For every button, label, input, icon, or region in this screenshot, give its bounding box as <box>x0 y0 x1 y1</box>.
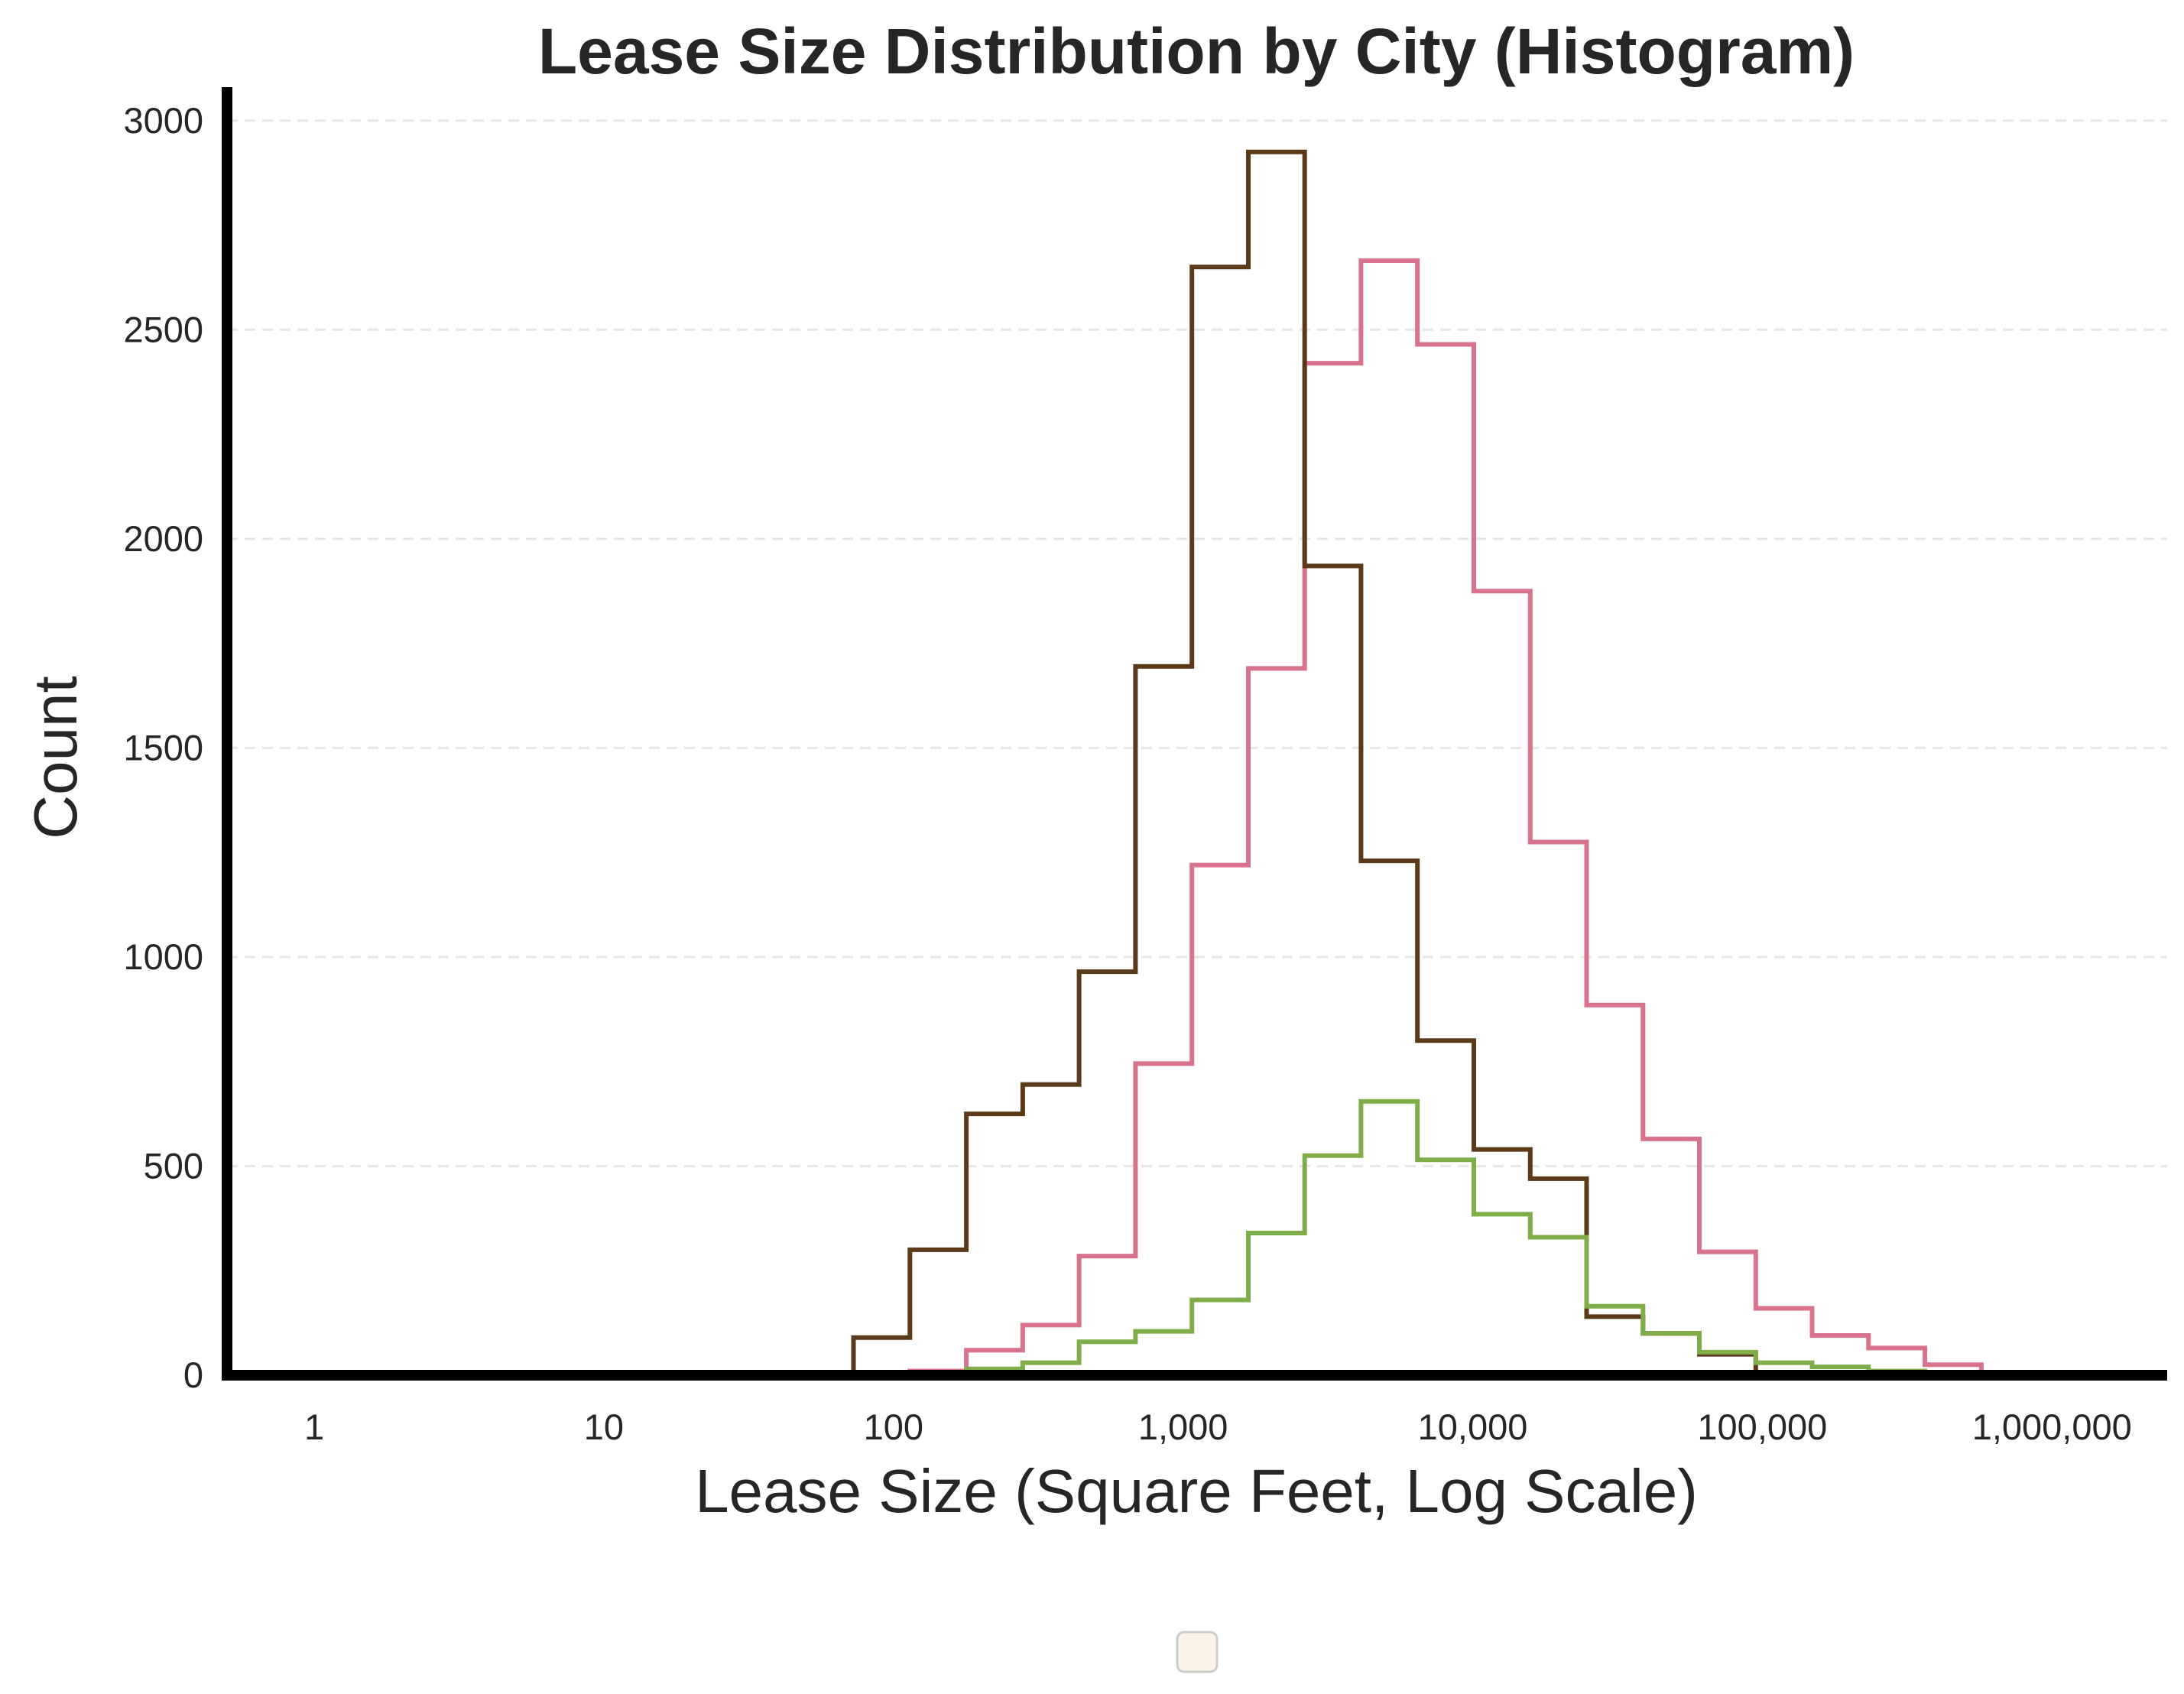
y-tick-label: 500 <box>144 1145 203 1186</box>
x-axis-label: Lease Size (Square Feet, Log Scale) <box>695 1457 1698 1525</box>
x-tick-label: 10,000 <box>1418 1407 1528 1447</box>
y-tick-label: 1500 <box>123 727 203 767</box>
y-tick-label: 2000 <box>123 518 203 559</box>
x-tick-label: 1,000,000 <box>1972 1407 2132 1447</box>
axes <box>222 87 2167 1381</box>
y-tick-label: 2500 <box>123 309 203 349</box>
y-tick-labels: 0 500 1000 1500 2000 2500 3000 <box>123 100 203 1395</box>
y-axis-label: Count <box>21 676 89 839</box>
x-tick-label: 1 <box>304 1407 324 1447</box>
x-tick-label: 100 <box>864 1407 923 1447</box>
legend-box <box>1176 1631 1219 1673</box>
x-tick-labels: 1 10 100 1,000 10,000 100,000 1,000,000 <box>304 1407 2132 1447</box>
x-tick-label: 100,000 <box>1697 1407 1827 1447</box>
y-tick-label: 3000 <box>123 100 203 141</box>
histogram-series-3 <box>797 1099 2095 1378</box>
histogram-series-2 <box>794 149 2097 1376</box>
y-tick-label: 0 <box>183 1355 203 1395</box>
histogram-series <box>794 149 2097 1378</box>
x-tick-label: 10 <box>584 1407 624 1447</box>
histogram-series-1 <box>794 258 2097 1376</box>
chart-title: Lease Size Distribution by City (Histogr… <box>538 15 1855 87</box>
y-tick-label: 1000 <box>123 936 203 977</box>
x-tick-label: 1,000 <box>1138 1407 1228 1447</box>
gridlines <box>227 119 2167 1167</box>
